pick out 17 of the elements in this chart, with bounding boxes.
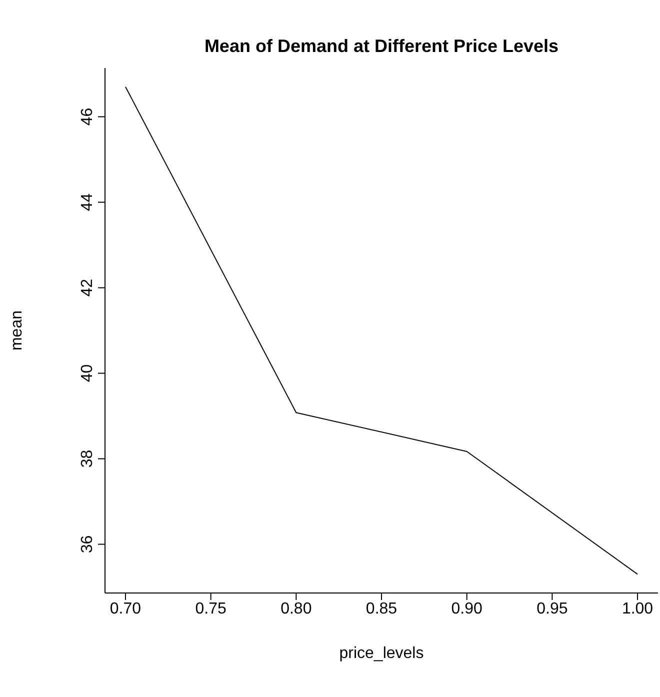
x-tick-label: 0.85 <box>366 600 398 618</box>
y-tick-label: 38 <box>79 450 96 468</box>
chart-title: Mean of Demand at Different Price Levels <box>203 36 560 57</box>
x-tick-label: 0.75 <box>195 600 226 618</box>
y-tick-label: 40 <box>79 364 96 382</box>
x-tick-label: 0.80 <box>280 600 312 618</box>
x-axis-title: price_levels <box>339 645 424 662</box>
y-tick-label: 36 <box>79 535 96 554</box>
x-tick-label: 0.70 <box>110 600 142 618</box>
y-axis-title: mean <box>8 310 26 351</box>
y-tick-label: 46 <box>79 108 96 126</box>
y-tick-label: 42 <box>79 278 96 297</box>
x-tick-label: 0.95 <box>536 600 568 618</box>
x-tick-label: 1.00 <box>622 600 654 618</box>
x-tick-label: 0.90 <box>451 600 483 618</box>
line-series <box>124 86 638 575</box>
y-tick-label: 44 <box>79 193 96 212</box>
